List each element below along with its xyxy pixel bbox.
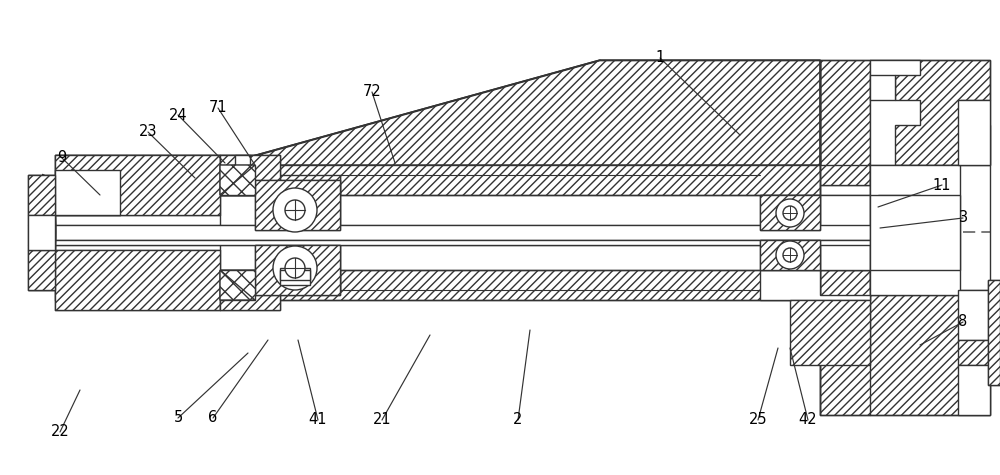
Bar: [340, 230, 760, 245]
Bar: [220, 270, 280, 310]
Bar: [255, 245, 340, 295]
Polygon shape: [55, 155, 340, 215]
Polygon shape: [958, 365, 990, 415]
Polygon shape: [55, 250, 340, 310]
Polygon shape: [870, 195, 960, 270]
Polygon shape: [280, 270, 310, 280]
Bar: [280, 268, 310, 285]
Polygon shape: [220, 165, 255, 195]
Text: 71: 71: [209, 101, 227, 115]
Text: 1: 1: [655, 50, 665, 66]
Bar: [220, 155, 280, 195]
Text: 3: 3: [958, 210, 968, 226]
Polygon shape: [220, 270, 255, 300]
Polygon shape: [820, 60, 990, 185]
Polygon shape: [870, 75, 895, 100]
Text: 9: 9: [57, 151, 67, 165]
Text: 11: 11: [933, 178, 951, 192]
Circle shape: [273, 246, 317, 290]
Polygon shape: [220, 270, 255, 300]
Polygon shape: [55, 155, 870, 195]
Text: 8: 8: [958, 314, 968, 330]
Bar: [255, 180, 340, 230]
Bar: [55, 225, 870, 240]
Text: 25: 25: [749, 412, 767, 428]
Text: 72: 72: [363, 85, 381, 99]
Polygon shape: [870, 60, 920, 165]
Bar: [255, 180, 340, 230]
Bar: [760, 195, 820, 230]
Polygon shape: [988, 280, 1000, 385]
Polygon shape: [28, 215, 55, 250]
Text: 42: 42: [799, 412, 817, 428]
Polygon shape: [958, 100, 990, 165]
Text: 23: 23: [139, 124, 157, 140]
Polygon shape: [28, 250, 55, 290]
Bar: [760, 240, 820, 270]
Circle shape: [783, 248, 797, 262]
Bar: [220, 270, 280, 310]
Bar: [220, 155, 280, 195]
Bar: [760, 195, 820, 230]
Circle shape: [776, 199, 804, 227]
Bar: [870, 165, 960, 295]
Polygon shape: [235, 155, 250, 175]
Circle shape: [776, 241, 804, 269]
Polygon shape: [790, 300, 870, 365]
Bar: [55, 170, 120, 215]
Bar: [760, 240, 820, 270]
Polygon shape: [878, 195, 920, 240]
Circle shape: [273, 188, 317, 232]
Bar: [255, 245, 340, 295]
Polygon shape: [958, 340, 990, 365]
Polygon shape: [760, 270, 870, 300]
Text: 2: 2: [513, 412, 523, 428]
Polygon shape: [988, 280, 1000, 385]
Text: 24: 24: [169, 107, 187, 123]
Polygon shape: [28, 175, 55, 215]
Polygon shape: [55, 270, 870, 300]
Bar: [820, 195, 870, 270]
Text: 22: 22: [51, 425, 69, 439]
Bar: [55, 240, 870, 245]
Polygon shape: [958, 290, 990, 340]
Polygon shape: [220, 60, 820, 165]
Polygon shape: [28, 175, 55, 290]
Polygon shape: [820, 270, 990, 415]
Text: 21: 21: [373, 412, 391, 428]
Polygon shape: [220, 165, 255, 195]
Circle shape: [285, 258, 305, 278]
Circle shape: [783, 206, 797, 220]
Circle shape: [285, 200, 305, 220]
Text: 5: 5: [173, 410, 183, 426]
Text: 6: 6: [208, 410, 218, 426]
Text: 41: 41: [309, 412, 327, 428]
